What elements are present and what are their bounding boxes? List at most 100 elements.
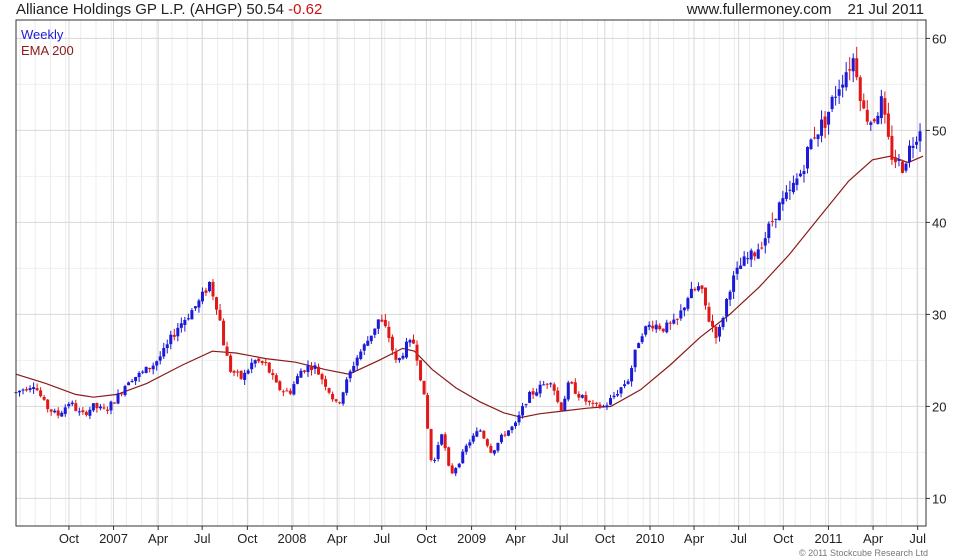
candle-body	[130, 380, 134, 383]
x-tick-label: Apr	[684, 531, 705, 546]
candle-body	[668, 322, 672, 324]
x-tick-label: Jul	[730, 531, 747, 546]
candle-body	[176, 327, 180, 337]
candle-body	[443, 434, 447, 449]
candle-body	[542, 384, 546, 386]
candle-body	[211, 281, 215, 297]
candle-body	[890, 135, 894, 160]
candle-body	[158, 356, 162, 361]
copyright-notice: © 2011 Stockcube Research Ltd	[798, 548, 928, 558]
candle-body	[489, 445, 493, 453]
candle-body	[679, 310, 683, 319]
candle-body	[682, 307, 686, 311]
candle-body	[295, 376, 299, 384]
x-tick-label: Oct	[595, 531, 616, 546]
candle-body	[658, 325, 662, 330]
candle-body	[373, 328, 377, 335]
ema-line-layer	[15, 155, 924, 419]
candle-body	[862, 100, 866, 109]
security-name: Alliance Holdings GP L.P. (AHGP)	[16, 1, 243, 18]
x-tick-label: Jul	[194, 531, 211, 546]
candle-body	[186, 318, 190, 320]
candle-body	[700, 285, 704, 289]
candle-body	[81, 410, 85, 413]
candle-body	[798, 173, 802, 177]
candle-body	[285, 390, 289, 392]
candle-body	[915, 141, 919, 145]
candle-body	[563, 398, 567, 411]
candle-body	[675, 318, 679, 320]
candle-body	[524, 404, 528, 406]
candle-body	[331, 393, 335, 400]
candle-body	[390, 336, 394, 351]
candle-body	[844, 72, 848, 88]
candle-body	[637, 343, 641, 349]
candle-body	[77, 411, 81, 413]
candle-body	[288, 390, 292, 394]
x-tick-label: Apr	[863, 531, 884, 546]
candle-body	[394, 351, 398, 360]
candle-body	[42, 396, 46, 400]
price-change: -0.62	[288, 1, 323, 18]
x-tick-label: 2011	[814, 531, 842, 546]
candle-body	[91, 403, 95, 411]
candle-body	[848, 69, 852, 71]
candle-body	[21, 389, 25, 391]
y-tick-label: 30	[932, 307, 946, 322]
candle-body	[570, 382, 574, 384]
candle-body	[795, 178, 799, 185]
candle-body	[454, 468, 458, 474]
candle-body	[545, 383, 549, 385]
candle-body	[556, 390, 560, 402]
candle-body	[718, 326, 722, 337]
candle-body	[215, 297, 219, 310]
candle-body	[46, 399, 50, 410]
candle-body	[672, 319, 676, 324]
site-link[interactable]: www.fullermoney.com	[686, 1, 832, 18]
candle-body	[257, 358, 261, 362]
candle-body	[827, 111, 831, 125]
candle-body	[151, 365, 155, 370]
candle-body	[813, 137, 817, 139]
candle-body	[535, 392, 539, 396]
candle-body	[253, 360, 257, 364]
candle-body	[436, 445, 440, 460]
candle-body	[791, 182, 795, 193]
x-tick-label: Jul	[373, 531, 390, 546]
candle-body	[419, 360, 423, 381]
candle-body	[281, 391, 285, 393]
candle-body	[763, 238, 767, 246]
candle-body	[260, 361, 264, 364]
candle-body	[492, 450, 496, 454]
candle-body	[355, 357, 359, 366]
candle-body	[243, 372, 247, 380]
x-tick-label: 2009	[457, 531, 486, 546]
candle-body	[112, 402, 116, 404]
candle-body	[313, 365, 317, 369]
candle-body	[711, 320, 715, 327]
candle-body	[707, 306, 711, 322]
candle-body	[422, 380, 426, 395]
candle-body	[309, 366, 313, 371]
candle-body	[809, 139, 813, 150]
candle-body	[879, 96, 883, 118]
candle-body	[338, 402, 342, 404]
candle-body	[306, 365, 310, 373]
x-tick-label: Oct	[59, 531, 80, 546]
candle-body	[450, 465, 454, 474]
candle-body	[380, 319, 384, 322]
candle-body	[900, 161, 904, 173]
candle-body	[753, 252, 757, 257]
x-tick-label: Oct	[416, 531, 437, 546]
candle-body	[805, 146, 809, 169]
candle-body	[352, 365, 356, 372]
candle-body	[127, 382, 131, 386]
candle-body	[587, 400, 591, 403]
candle-body	[401, 355, 405, 359]
candle-body	[904, 163, 908, 171]
candle-body	[137, 372, 141, 378]
candle-body	[429, 429, 433, 460]
x-tick-label: 2007	[99, 531, 128, 546]
